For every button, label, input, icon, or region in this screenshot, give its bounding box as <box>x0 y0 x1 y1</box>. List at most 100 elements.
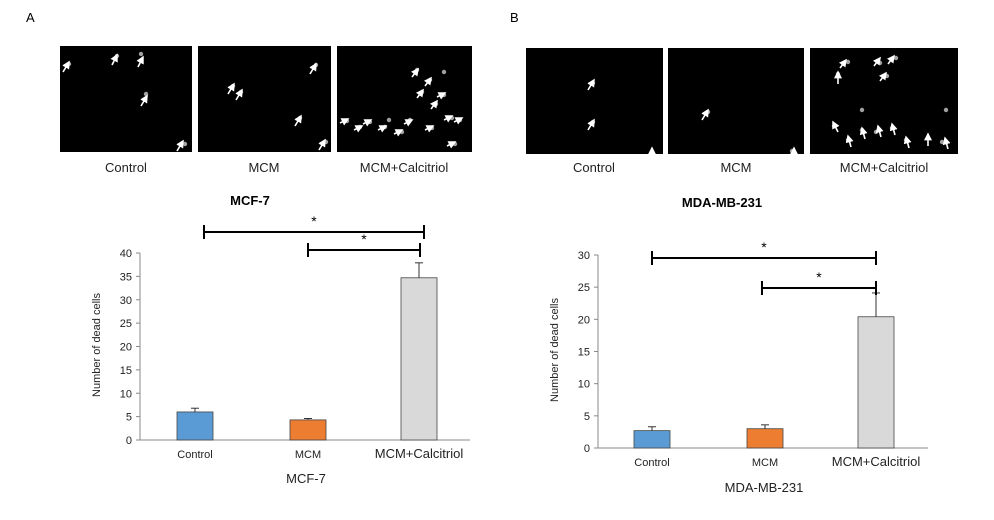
y-axis-label-mda-mb-231: Number of dead cells <box>549 298 561 402</box>
arrow-marker <box>443 115 454 123</box>
micrograph-mcm-calcitriol-b <box>810 48 958 154</box>
arrow-marker <box>353 125 364 133</box>
arrow-marker <box>227 82 235 95</box>
arrow-marker <box>377 125 388 133</box>
chart-title-mcf7: MCF-7 <box>230 193 270 208</box>
significance-star: * <box>816 269 822 285</box>
arrow-marker <box>62 60 70 73</box>
arrow-marker <box>453 117 464 125</box>
y-tick-label: 40 <box>120 248 132 260</box>
bar-chart-mcf7: MCF-7 Number of dead cells MCF-7 0 5 10 15 2… <box>91 193 470 486</box>
arrow-marker <box>235 88 243 101</box>
arrow-marker <box>942 136 951 150</box>
micrograph-control-b <box>526 48 663 154</box>
category-label: MCM+Calcitriol <box>832 454 921 469</box>
y-tick-label: 30 <box>120 295 132 307</box>
arrow-marker <box>875 124 884 138</box>
micrographs-a <box>60 46 472 152</box>
dead-cell <box>943 107 949 113</box>
micrograph-caption-control-a: Control <box>105 160 147 175</box>
arrow-marker <box>110 53 118 66</box>
arrow-marker <box>845 134 854 148</box>
micrograph-caption-mcm-calcitriol-b: MCM+Calcitriol <box>840 160 929 175</box>
dead-cell <box>386 117 392 123</box>
arrow-marker <box>294 114 302 127</box>
panel-letter-b: B <box>510 10 519 25</box>
arrow-marker <box>429 99 438 110</box>
x-axis-label-mda-mb-231: MDA-MB-231 <box>725 480 804 495</box>
micrograph-caption-mcm-b: MCM <box>720 160 751 175</box>
dead-cell <box>877 60 883 66</box>
arrow-marker <box>587 78 595 91</box>
y-tick-label: 10 <box>120 388 132 400</box>
arrow-marker <box>903 135 912 149</box>
dead-cell <box>441 69 447 75</box>
dead-cell <box>873 129 879 135</box>
y-tick-label: 5 <box>584 411 590 423</box>
bar-control <box>633 430 671 449</box>
y-tick-label: 5 <box>126 412 132 424</box>
category-label: MCM <box>295 449 321 461</box>
y-tick-label: 25 <box>120 318 132 330</box>
category-label: MCM <box>752 457 778 469</box>
y-tick-label: 0 <box>584 443 590 455</box>
bar-mcm <box>746 428 784 449</box>
panel-letter-a: A <box>26 10 35 25</box>
arrow-marker <box>832 120 840 133</box>
arrow-marker <box>423 76 432 87</box>
arrow-marker <box>362 119 373 127</box>
arrow-marker <box>701 108 709 121</box>
arrow-marker <box>176 139 184 152</box>
arrow-marker <box>859 126 868 140</box>
y-tick-label: 20 <box>578 314 590 326</box>
dead-cell <box>138 51 144 57</box>
micrograph-mcm-calcitriol-a <box>337 46 472 152</box>
y-axis-label-mcf7: Number of dead cells <box>91 293 103 397</box>
arrow-marker <box>587 118 595 131</box>
arrow-marker <box>446 141 457 149</box>
y-tick-label: 35 <box>120 271 132 283</box>
micrograph-caption-mcm-a: MCM <box>248 160 279 175</box>
bar-chart-mda-mb-231: MDA-MB-231 Number of dead cells MDA-MB-2… <box>549 195 928 495</box>
arrow-marker <box>393 129 404 137</box>
arrow-marker <box>878 71 887 82</box>
significance-star: * <box>311 213 317 229</box>
micrograph-caption-control-b: Control <box>573 160 615 175</box>
dead-cell <box>182 141 188 147</box>
significance-star: * <box>361 231 367 247</box>
dead-cell <box>859 107 865 113</box>
arrow-marker <box>403 119 414 127</box>
arrow-marker <box>436 92 447 100</box>
y-tick-label: 30 <box>578 250 590 262</box>
arrow-marker <box>872 56 881 67</box>
y-tick-label: 15 <box>120 365 132 377</box>
bar-mcm-calcitriol <box>857 316 895 449</box>
bar-mcm-calcitriol <box>400 277 438 441</box>
arrow-marker <box>318 138 326 151</box>
category-label: MCM+Calcitriol <box>375 446 464 461</box>
arrow-marker <box>309 62 317 75</box>
arrow-marker <box>410 67 419 78</box>
arrow-marker <box>838 58 847 69</box>
significance-star: * <box>761 239 767 255</box>
y-tick-label: 0 <box>126 435 132 447</box>
category-label: Control <box>634 457 669 469</box>
arrow-marker <box>415 88 424 99</box>
arrow-marker <box>339 118 350 126</box>
y-tick-label: 20 <box>120 342 132 354</box>
y-tick-label: 10 <box>578 379 590 391</box>
arrow-marker <box>424 125 435 133</box>
bar-mcm <box>289 419 327 441</box>
bar-control <box>176 411 214 441</box>
arrow-marker <box>886 54 895 65</box>
x-axis-label-mcf7: MCF-7 <box>286 471 326 486</box>
dead-cell <box>143 91 149 97</box>
micrograph-mcm-b <box>668 48 804 154</box>
y-tick-label: 25 <box>578 282 590 294</box>
arrow-marker <box>889 122 898 136</box>
y-tick-label: 15 <box>578 347 590 359</box>
dead-cell <box>939 139 945 145</box>
micrographs-b <box>526 48 958 162</box>
micrograph-caption-mcm-calcitriol-a: MCM+Calcitriol <box>360 160 449 175</box>
